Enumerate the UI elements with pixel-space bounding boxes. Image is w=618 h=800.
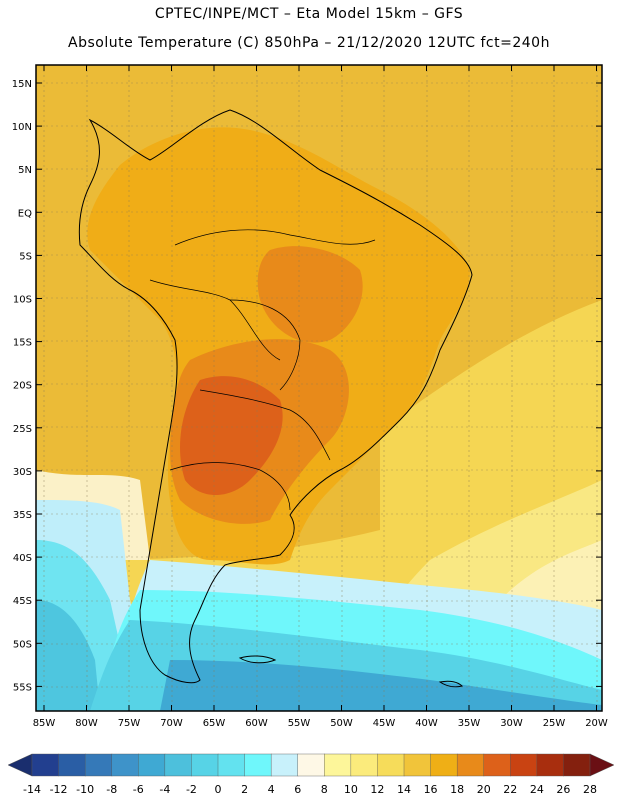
- colorbar-label: 6: [294, 783, 301, 796]
- colorbar-label: 0: [215, 783, 222, 796]
- country-borders: [149, 229, 376, 511]
- border-argentina-uruguay: [169, 462, 291, 511]
- lat-label: 5N: [18, 165, 32, 176]
- colorbar-swatch: [483, 753, 511, 777]
- temperature-field: [36, 65, 602, 711]
- lat-label: 50S: [13, 639, 32, 650]
- colorbar-swatch: [138, 753, 166, 777]
- lat-label: 10N: [12, 122, 32, 133]
- colorbar-swatch: [563, 753, 591, 777]
- colorbar-label: 16: [424, 783, 438, 796]
- colorbar-label: 8: [321, 783, 328, 796]
- lon-label: 25W: [543, 718, 566, 729]
- continent-outline: [78, 109, 473, 684]
- lon-label: 85W: [33, 718, 56, 729]
- colorbar-label: 18: [450, 783, 464, 796]
- lon-label: 35W: [458, 718, 481, 729]
- colorbar-label: -4: [159, 783, 170, 796]
- colorbar-swatch: [217, 753, 246, 777]
- colorbar: -14 -12 -10 -8 -6 -4 -2 0 2 4 6 8 10 12 14 16 18 20 22 24 26…: [7, 753, 615, 796]
- lat-label: 40S: [13, 553, 32, 564]
- border-bolivia-brazil: [229, 299, 301, 391]
- lon-label: 60W: [245, 718, 268, 729]
- title-line-2: Absolute Temperature (C) 850hPa – 21/12/…: [68, 35, 550, 51]
- south-georgia-outline: [438, 680, 463, 688]
- colorbar-swatch: [403, 753, 432, 777]
- colorbar-label: -6: [133, 783, 144, 796]
- graticule: [36, 65, 602, 711]
- colorbar-label: -14: [23, 783, 41, 796]
- lat-label: 45S: [13, 596, 32, 607]
- lon-label: 45W: [373, 718, 396, 729]
- lon-label: 55W: [288, 718, 311, 729]
- colorbar-swatch: [430, 753, 458, 777]
- field-pacific-blue: [36, 600, 100, 711]
- colorbar-swatch: [191, 753, 219, 777]
- colorbar-arrow-low: [7, 753, 33, 777]
- lon-label: 20W: [585, 718, 608, 729]
- lon-label: 80W: [75, 718, 98, 729]
- lat-label: 15S: [13, 338, 32, 349]
- colorbar-swatch: [510, 753, 538, 777]
- colorbar-label: 28: [583, 783, 597, 796]
- lat-label: 30S: [13, 467, 32, 478]
- lon-label: 65W: [203, 718, 226, 729]
- colorbar-swatch: [58, 753, 86, 777]
- lon-label: 75W: [118, 718, 141, 729]
- border-argentina-paraguay: [199, 389, 331, 461]
- colorbar-swatch: [31, 753, 60, 777]
- lat-label: 25S: [13, 424, 32, 435]
- lat-label: EQ: [18, 208, 32, 219]
- colorbar-swatch: [536, 753, 564, 777]
- colorbar-swatch: [111, 753, 139, 777]
- lat-label: 5S: [19, 251, 32, 262]
- lat-label: 35S: [13, 510, 32, 521]
- colorbar-label: 22: [503, 783, 517, 796]
- coastline: [78, 109, 473, 688]
- border-north: [174, 229, 376, 246]
- lon-label: 70W: [160, 718, 183, 729]
- colorbar-swatch: [164, 753, 192, 777]
- colorbar-label: 26: [556, 783, 570, 796]
- colorbar-swatch: [377, 753, 405, 777]
- map-frame: [35, 64, 603, 712]
- longitude-labels: 85W 80W 75W 70W 65W 60W 55W 50W 45W 40W 35W 30W 25W 2…: [33, 718, 608, 729]
- colorbar-swatch: [270, 753, 299, 777]
- colorbar-label: 4: [268, 783, 275, 796]
- lon-label: 30W: [500, 718, 523, 729]
- colorbar-label: -8: [106, 783, 117, 796]
- colorbar-label: 10: [344, 783, 358, 796]
- colorbar-label: 2: [241, 783, 248, 796]
- lat-label: 20S: [13, 381, 32, 392]
- lat-label: 55S: [13, 682, 32, 693]
- colorbar-swatch: [350, 753, 378, 777]
- colorbar-label: 12: [370, 783, 384, 796]
- field-south-blue: [160, 660, 602, 711]
- colorbar-label: -12: [50, 783, 68, 796]
- colorbar-arrow-high: [589, 753, 615, 777]
- field-hot-core-north: [257, 246, 363, 343]
- colorbar-label: 20: [477, 783, 491, 796]
- lon-label: 40W: [415, 718, 438, 729]
- colorbar-swatch: [324, 753, 352, 777]
- colorbar-label: -10: [76, 783, 94, 796]
- axis-ticks: [36, 65, 602, 711]
- lat-label: 10S: [13, 295, 32, 306]
- colorbar-label: 24: [530, 783, 544, 796]
- falklands-outline: [238, 655, 277, 664]
- colorbar-swatch: [456, 753, 485, 777]
- latitude-labels: 15N 10N 5N EQ 5S 10S 15S 20S 25S 30S 35S 40S 45S 50S 5…: [12, 79, 32, 693]
- colorbar-label: -2: [186, 783, 197, 796]
- colorbar-swatch: [244, 753, 272, 777]
- colorbar-swatch: [297, 753, 325, 777]
- lat-label: 15N: [12, 79, 32, 90]
- colorbar-swatch: [84, 753, 113, 777]
- title-line-1: CPTEC/INPE/MCT – Eta Model 15km – GFS: [154, 6, 464, 22]
- lon-label: 50W: [330, 718, 353, 729]
- colorbar-label: 14: [397, 783, 411, 796]
